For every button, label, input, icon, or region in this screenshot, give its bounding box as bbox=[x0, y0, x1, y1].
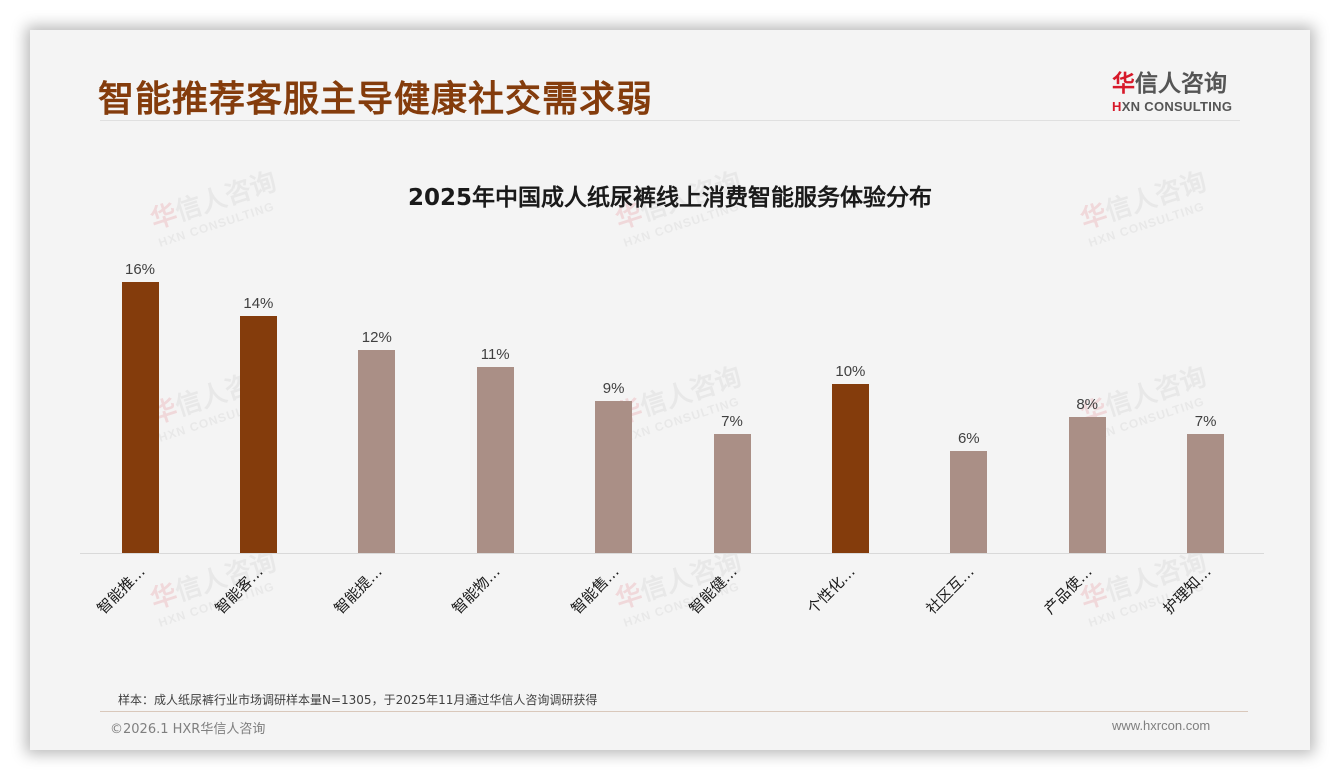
bar-value-label: 14% bbox=[243, 294, 274, 312]
footer-divider bbox=[100, 711, 1248, 712]
logo-chinese: 华信人咨询 bbox=[1112, 64, 1242, 98]
bar-value-label: 9% bbox=[602, 379, 625, 397]
bar-value-label: 8% bbox=[1076, 396, 1099, 414]
category-label: 个性化… bbox=[803, 562, 860, 618]
bar bbox=[1068, 417, 1106, 553]
category-label: 产品使… bbox=[1040, 562, 1096, 618]
logo-en-red-char: H bbox=[1112, 99, 1122, 114]
logo-red-char: 华 bbox=[1112, 71, 1135, 97]
copyright-text: ©2026.1 HXR华信人咨询 bbox=[110, 722, 266, 737]
page-title: 智能推荐客服主导健康社交需求弱 bbox=[98, 79, 654, 120]
bar bbox=[950, 451, 988, 553]
brand-logo: 华信人咨询 HXN CONSULTING bbox=[1112, 64, 1242, 114]
bar-chart: 16% 智能推… 14% 智能客… 12% 智能提… 11% 智能物… 9% 智能售… 7% 智能健…… bbox=[80, 260, 1264, 618]
bar bbox=[1187, 434, 1225, 553]
logo-cn-text: 信人咨询 bbox=[1135, 71, 1227, 97]
bar bbox=[358, 349, 396, 553]
bar-value-label: 7% bbox=[1194, 413, 1217, 431]
slide: 智能推荐客服主导健康社交需求弱 华信人咨询 HXN CONSULTING 华信人… bbox=[30, 30, 1310, 750]
category-label: 护理知… bbox=[1159, 562, 1215, 618]
bar bbox=[476, 366, 514, 553]
title-divider bbox=[100, 120, 1240, 121]
sample-note: 样本：成人纸尿裤行业市场调研样本量N=1305，于2025年11月通过华信人咨询… bbox=[118, 693, 598, 707]
logo-english: HXN CONSULTING bbox=[1112, 99, 1242, 114]
x-axis-line bbox=[80, 553, 1264, 554]
category-label: 智能客… bbox=[211, 562, 268, 618]
bar-value-label: 16% bbox=[124, 260, 156, 278]
category-label: 智能推… bbox=[93, 562, 149, 618]
logo-en-text: XN CONSULTING bbox=[1121, 99, 1233, 114]
bar-value-label: 11% bbox=[480, 345, 510, 363]
bar-value-label: 10% bbox=[835, 362, 866, 380]
bar-value-label: 12% bbox=[361, 328, 392, 346]
category-label: 智能健… bbox=[685, 562, 741, 618]
bar bbox=[595, 400, 633, 553]
bar bbox=[713, 434, 751, 553]
bar bbox=[121, 281, 159, 553]
category-label: 智能物… bbox=[448, 562, 504, 618]
bar bbox=[239, 315, 277, 553]
category-label: 智能提… bbox=[330, 562, 386, 618]
bar bbox=[831, 383, 869, 553]
bar-value-label: 6% bbox=[957, 430, 980, 448]
chart-title: 2025年中国成人纸尿裤线上消费智能服务体验分布 bbox=[407, 185, 932, 211]
category-label: 社区互… bbox=[922, 562, 978, 618]
website-link[interactable]: www.hxrcon.com bbox=[1112, 718, 1211, 733]
category-label: 智能售… bbox=[567, 562, 623, 618]
bar-value-label: 7% bbox=[721, 413, 743, 431]
